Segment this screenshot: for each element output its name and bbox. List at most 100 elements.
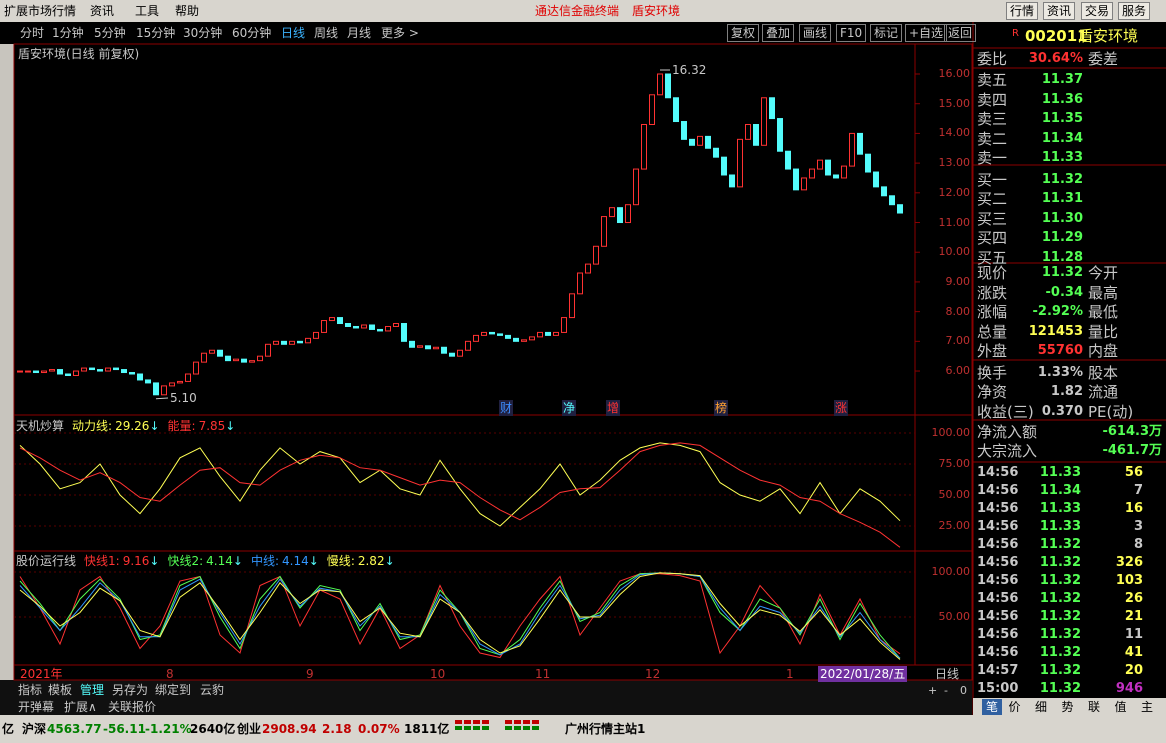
- tool-button[interactable]: F10: [836, 24, 867, 42]
- legend-entry: 快线1: 9.16↓: [84, 553, 159, 569]
- status-item: -1.21%: [145, 722, 192, 736]
- app-stock: 盾安环境: [632, 4, 681, 18]
- period-tab[interactable]: 分时: [20, 26, 45, 40]
- status-icon: [464, 720, 471, 724]
- trade-price: 11.32: [1039, 645, 1081, 660]
- event-marker[interactable]: 涨: [834, 400, 849, 416]
- tool-button[interactable]: 叠加: [762, 24, 795, 42]
- candle: [865, 153, 871, 173]
- side-tab[interactable]: 联: [1088, 700, 1101, 714]
- y-tick-label: 11.00: [938, 215, 971, 229]
- stat-label: 涨幅: [977, 303, 1008, 321]
- trade-price: 11.33: [1039, 465, 1081, 480]
- zoom-button[interactable]: 0: [960, 684, 967, 697]
- event-marker[interactable]: 增: [606, 400, 621, 416]
- side-tab[interactable]: 细: [1035, 700, 1048, 714]
- candle: [225, 355, 231, 362]
- period-tab[interactable]: 60分钟: [232, 26, 272, 40]
- side-tab[interactable]: 势: [1061, 700, 1074, 714]
- tool-button[interactable]: 标记: [870, 24, 903, 42]
- side-tab[interactable]: 价: [1008, 700, 1021, 714]
- y-tick-label: 75.00: [938, 456, 971, 470]
- quote-value: 30.64%: [1028, 51, 1083, 66]
- bottom-tab[interactable]: 绑定到: [155, 683, 192, 697]
- legend-part: ↓: [384, 554, 395, 568]
- period-tab[interactable]: 日线: [281, 26, 306, 40]
- tool-button[interactable]: 复权: [727, 24, 760, 42]
- period-tab[interactable]: 更多 >: [381, 26, 419, 40]
- tool-button[interactable]: +自选: [905, 24, 948, 42]
- menu-item[interactable]: 扩展市场行情: [4, 4, 77, 18]
- legend-part: 慢线: [326, 554, 351, 568]
- legend-part: ↓: [149, 554, 160, 568]
- legend-part: ↓: [149, 419, 160, 433]
- period-tab[interactable]: 30分钟: [183, 26, 223, 40]
- menu-item[interactable]: 资讯: [90, 4, 115, 18]
- tool-button[interactable]: 返回: [944, 24, 977, 42]
- trade-volume: 11: [1124, 627, 1143, 642]
- status-item: 1811亿: [404, 722, 450, 736]
- status-bar: [0, 715, 1166, 743]
- book-label: 卖五: [977, 71, 1008, 89]
- status-icon: [514, 726, 521, 730]
- legend-part: :: [199, 554, 204, 568]
- stat-label: 今开: [1088, 264, 1119, 282]
- book-label: 买二: [977, 190, 1008, 208]
- menu-button[interactable]: 服务: [1118, 2, 1151, 20]
- side-tab[interactable]: 值: [1114, 700, 1127, 714]
- candle: [249, 360, 255, 363]
- bottom-tab[interactable]: 关联报价: [108, 700, 157, 714]
- candle: [97, 369, 103, 372]
- menu-button[interactable]: 行情: [1006, 2, 1039, 20]
- side-tab[interactable]: 笔: [982, 699, 1003, 715]
- period-tab[interactable]: 周线: [314, 26, 339, 40]
- period-tab[interactable]: 15分钟: [136, 26, 176, 40]
- zoom-button[interactable]: -: [944, 684, 948, 697]
- status-icon: [505, 720, 512, 724]
- trade-time: 14:56: [977, 519, 1019, 534]
- trade-price: 11.32: [1039, 591, 1081, 606]
- x-tick-label: 8: [166, 667, 174, 681]
- app-title: 通达信金融终端: [535, 4, 620, 18]
- candle: [33, 370, 39, 374]
- bottom-tab[interactable]: 扩展∧: [64, 700, 97, 714]
- candle: [105, 367, 111, 372]
- status-icon: [514, 720, 521, 724]
- event-marker[interactable]: 榜: [714, 400, 729, 416]
- candle: [521, 339, 527, 342]
- candle: [641, 123, 647, 170]
- bottom-tab[interactable]: 云豹: [200, 683, 225, 697]
- zoom-button[interactable]: +: [928, 684, 938, 697]
- event-marker[interactable]: 净: [562, 400, 577, 416]
- bottom-tab[interactable]: 开弹幕: [18, 700, 55, 714]
- y-tick-label: 8.00: [945, 304, 971, 318]
- book-price: 11.36: [1041, 91, 1083, 107]
- period-tab[interactable]: 1分钟: [52, 26, 84, 40]
- stat-label: 涨跌: [977, 283, 1008, 302]
- status-item: 广州行情主站1: [565, 722, 646, 736]
- menu-item[interactable]: 工具: [135, 4, 160, 18]
- period-tab[interactable]: 5分钟: [94, 26, 126, 40]
- candle: [729, 174, 735, 188]
- menu-button[interactable]: 资讯: [1043, 2, 1076, 20]
- menu-button[interactable]: 交易: [1081, 2, 1114, 20]
- legend-part: ↓: [232, 554, 243, 568]
- bottom-tab[interactable]: 模板: [48, 683, 73, 697]
- bottom-tab[interactable]: 另存为: [112, 683, 149, 697]
- candle: [465, 340, 471, 351]
- bottom-tab[interactable]: 管理: [80, 683, 105, 697]
- candle: [545, 331, 551, 336]
- candle: [793, 168, 799, 191]
- tool-button[interactable]: 画线: [799, 24, 832, 42]
- y-tick-label: 100.00: [931, 564, 971, 578]
- candle: [377, 328, 383, 332]
- status-item: 0.07%: [358, 722, 400, 736]
- bottom-tab[interactable]: 指标: [18, 683, 43, 697]
- event-marker[interactable]: 财: [499, 400, 514, 416]
- menu-item[interactable]: 帮助: [175, 4, 200, 18]
- candle: [617, 207, 623, 224]
- side-tab[interactable]: 主: [1141, 700, 1154, 714]
- period-tab[interactable]: 月线: [347, 26, 372, 40]
- candle: [393, 323, 399, 327]
